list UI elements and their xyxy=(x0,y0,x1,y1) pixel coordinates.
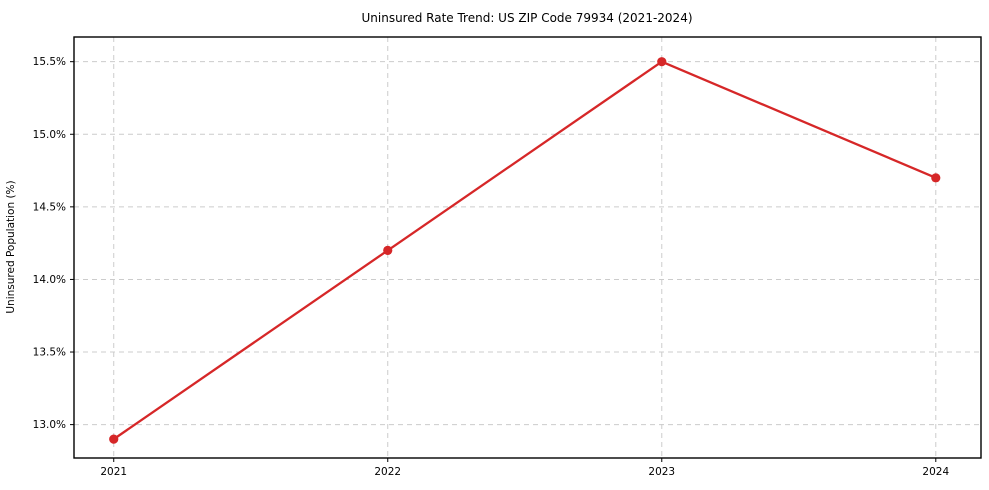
y-tick-label: 13.5% xyxy=(33,347,66,359)
data-point-marker xyxy=(383,245,393,256)
x-tick-label: 2024 xyxy=(922,466,949,478)
x-tick-label: 2023 xyxy=(648,466,675,478)
y-tick-label: 14.5% xyxy=(33,201,66,213)
y-axis-label: Uninsured Population (%) xyxy=(5,180,17,313)
data-point-marker xyxy=(657,57,667,67)
data-point-marker xyxy=(109,434,119,444)
axis-layer: 13.0% 13.5% 14.0% 14.5% 15.0% 15.5% 2021 2022 20… xyxy=(33,36,982,478)
chart-title: Uninsured Rate Trend: US ZIP Code 79934 … xyxy=(361,11,692,25)
plot-border xyxy=(73,36,982,459)
data-point-marker xyxy=(931,173,941,183)
y-tick-label: 15.0% xyxy=(33,129,66,141)
x-tick-label: 2021 xyxy=(100,466,127,478)
x-tick-label: 2022 xyxy=(374,466,401,478)
trend-line xyxy=(112,60,937,441)
y-tick-label: 14.0% xyxy=(33,274,66,286)
grid-layer xyxy=(74,37,981,458)
y-tick-label: 15.5% xyxy=(33,56,66,68)
y-tick-label: 13.0% xyxy=(33,419,66,431)
series-layer xyxy=(109,57,941,444)
